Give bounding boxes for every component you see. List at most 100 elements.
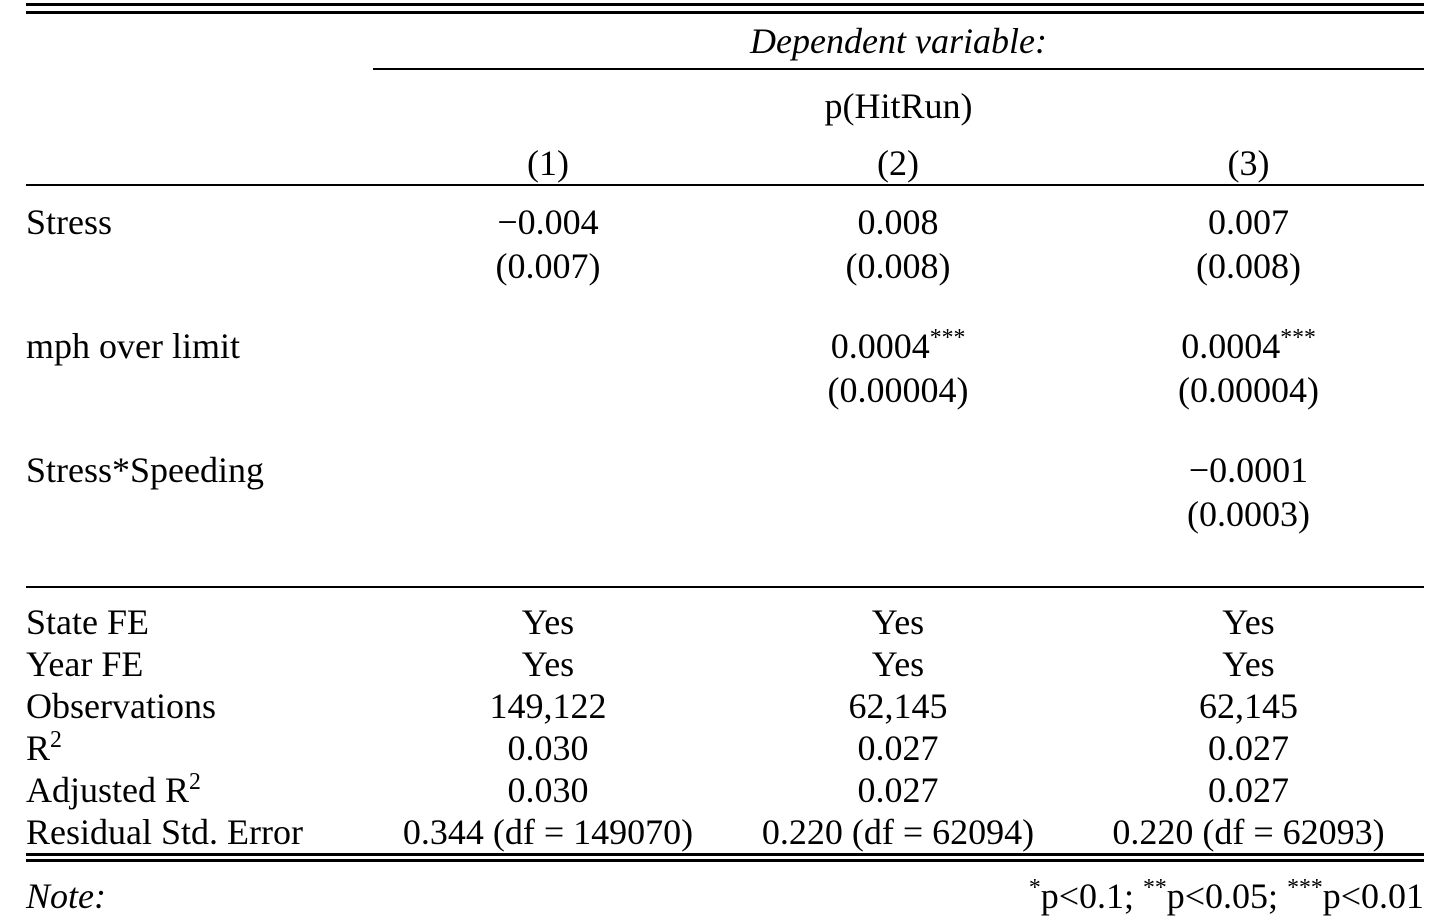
stat-value-cell: Yes bbox=[1222, 644, 1275, 684]
std-error-cell: (0.0003) bbox=[1187, 494, 1310, 534]
legend-text: p<0.01 bbox=[1322, 876, 1424, 916]
estimate-cell: −0.004 bbox=[373, 185, 723, 244]
estimate-cell: −0.0001 bbox=[1073, 448, 1424, 492]
estimate-value: 0.008 bbox=[857, 202, 939, 242]
estimate-value: −0.004 bbox=[497, 202, 599, 242]
stat-label-sup: 2 bbox=[189, 769, 201, 795]
spacer-row bbox=[26, 536, 1424, 587]
significance-stars: *** bbox=[929, 325, 966, 351]
spacer-row bbox=[26, 412, 1424, 448]
estimate-cell: 0.0004*** bbox=[723, 324, 1073, 368]
coefficient-label: Stress*Speeding bbox=[26, 450, 264, 490]
stat-label-sup: 2 bbox=[50, 727, 62, 753]
estimate-cell bbox=[373, 324, 723, 368]
empty-cell bbox=[26, 14, 373, 69]
significance-legend: *p<0.1; **p<0.05; ***p<0.01 bbox=[1029, 875, 1424, 917]
estimate-cell bbox=[723, 448, 1073, 492]
std-error-row-stress: (0.007) (0.008) (0.008) bbox=[26, 244, 1424, 288]
stat-label-text: R bbox=[26, 728, 51, 768]
dependent-variable-name: p(HitRun) bbox=[824, 86, 973, 126]
stat-value-cell: Yes bbox=[723, 586, 1073, 643]
coefficient-row-stress-speeding: Stress*Speeding −0.0001 bbox=[26, 448, 1424, 492]
estimate-cell: 0.0004*** bbox=[1073, 324, 1424, 368]
model-3-header: (3) bbox=[1073, 142, 1424, 186]
note-row: Note: *p<0.1; **p<0.05; ***p<0.01 bbox=[26, 875, 1424, 917]
stat-label: Observations bbox=[26, 685, 373, 727]
empty-cell bbox=[26, 368, 373, 412]
estimate-value: −0.0001 bbox=[1188, 450, 1309, 490]
stat-value-cell: Yes bbox=[871, 644, 925, 684]
stat-value-cell: 0.027 bbox=[857, 728, 939, 768]
estimate-value: 0.0004 bbox=[1181, 326, 1281, 366]
stat-value-cell: 0.027 bbox=[857, 770, 939, 810]
top-double-rule bbox=[26, 3, 1424, 14]
coefficient-row-stress: Stress −0.004 0.008 0.007 bbox=[26, 185, 1424, 244]
note-label: Note: bbox=[26, 876, 106, 916]
std-error-cell: (0.007) bbox=[495, 246, 601, 286]
empty-cell bbox=[26, 69, 373, 142]
stat-value-cell: 0.220 (df = 62093) bbox=[1112, 812, 1385, 852]
std-error-cell: (0.008) bbox=[1196, 246, 1301, 286]
empty-cell bbox=[26, 492, 373, 536]
stat-row-observations: Observations 149,122 62,145 62,145 bbox=[26, 685, 1424, 727]
stat-value-cell: 0.344 (df = 149070) bbox=[402, 812, 694, 852]
stat-label-text: Observations bbox=[26, 686, 216, 726]
stat-value-cell: 0.220 (df = 62094) bbox=[761, 812, 1035, 852]
stat-value-cell: 0.030 bbox=[507, 770, 589, 810]
stat-label: R2 bbox=[26, 727, 373, 769]
stat-label-text: Adjusted R bbox=[26, 770, 190, 810]
dependent-variable-name-row: p(HitRun) bbox=[26, 69, 1424, 142]
std-error-cell bbox=[373, 368, 723, 412]
coefficient-label: Stress bbox=[26, 202, 113, 242]
stat-value-cell: 149,122 bbox=[489, 686, 607, 726]
bottom-double-rule bbox=[26, 853, 1424, 862]
std-error-cell bbox=[373, 492, 723, 536]
estimate-cell bbox=[373, 448, 723, 492]
std-error-row-mph-over-limit: (0.00004) (0.00004) bbox=[26, 368, 1424, 412]
stat-row-residual-std-error: Residual Std. Error 0.344 (df = 149070) … bbox=[26, 811, 1424, 853]
legend-part: ***p<0.01 bbox=[1287, 876, 1424, 916]
std-error-cell bbox=[723, 492, 1073, 536]
stat-value-cell: Yes bbox=[521, 644, 575, 684]
significance-stars: ** bbox=[1143, 875, 1167, 901]
estimate-cell: 0.007 bbox=[1073, 185, 1424, 244]
stat-value-cell: 0.030 bbox=[507, 728, 589, 768]
estimate-cell: 0.008 bbox=[723, 185, 1073, 244]
empty-cell bbox=[26, 244, 373, 288]
estimate-value: 0.007 bbox=[1208, 202, 1289, 242]
std-error-cell: (0.00004) bbox=[827, 370, 969, 410]
dependent-variable-row: Dependent variable: bbox=[26, 14, 1424, 70]
stat-label-text: Residual Std. Error bbox=[26, 812, 303, 852]
legend-text: p<0.1; bbox=[1040, 876, 1143, 916]
significance-stars: * bbox=[1028, 875, 1041, 901]
stat-value-cell: 0.027 bbox=[1208, 728, 1289, 768]
stat-label-text: Year FE bbox=[26, 644, 144, 684]
std-error-cell: (0.00004) bbox=[1178, 370, 1319, 410]
stat-value-cell: 0.027 bbox=[1208, 770, 1289, 810]
stat-label: Residual Std. Error bbox=[26, 811, 373, 853]
stat-value-cell: 62,145 bbox=[848, 686, 948, 726]
model-number-row: (1) (2) (3) bbox=[26, 142, 1424, 186]
significance-stars: *** bbox=[1287, 875, 1323, 901]
std-error-cell: (0.008) bbox=[845, 246, 951, 286]
legend-part: **p<0.05; bbox=[1143, 876, 1287, 916]
regression-table-grid: Dependent variable: p(HitRun) (1) (2) (3… bbox=[26, 14, 1424, 853]
coefficient-label: mph over limit bbox=[26, 326, 240, 366]
legend-text: p<0.05; bbox=[1166, 876, 1288, 916]
stat-label: Year FE bbox=[26, 643, 373, 685]
model-1-header: (1) bbox=[373, 142, 723, 186]
stat-row-year-fe: Year FE Yes Yes Yes bbox=[26, 643, 1424, 685]
stat-label: State FE bbox=[26, 586, 373, 643]
stat-value-cell: Yes bbox=[373, 586, 723, 643]
stat-label: Adjusted R2 bbox=[26, 769, 373, 811]
estimate-value: 0.0004 bbox=[830, 326, 930, 366]
stat-row-state-fe: State FE Yes Yes Yes bbox=[26, 586, 1424, 643]
stat-row-adjusted-r2: Adjusted R2 0.030 0.027 0.027 bbox=[26, 769, 1424, 811]
legend-part: *p<0.1; bbox=[1029, 876, 1143, 916]
coefficient-row-mph-over-limit: mph over limit 0.0004*** 0.0004*** bbox=[26, 324, 1424, 368]
std-error-row-stress-speeding: (0.0003) bbox=[26, 492, 1424, 536]
significance-stars: *** bbox=[1280, 325, 1316, 351]
stat-value-cell: 62,145 bbox=[1199, 686, 1298, 726]
stat-value-cell: Yes bbox=[1073, 586, 1424, 643]
